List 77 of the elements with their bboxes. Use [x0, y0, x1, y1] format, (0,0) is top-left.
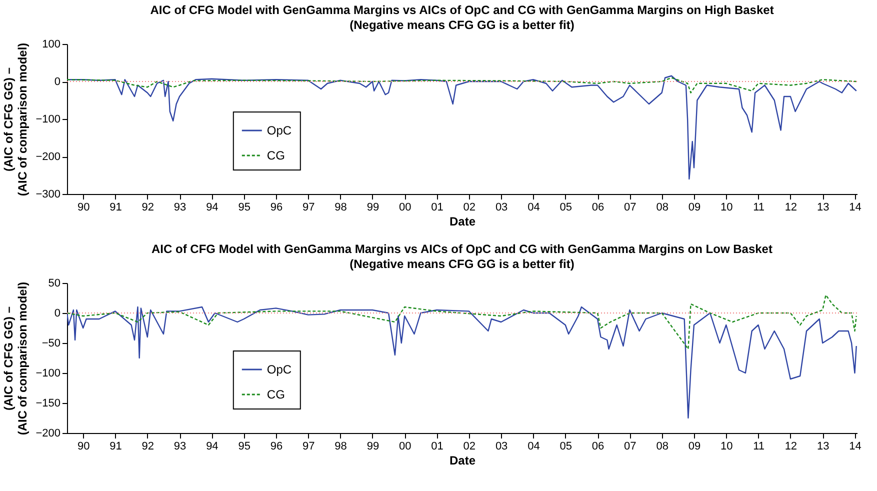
x-tick-label: 98: [334, 202, 347, 214]
x-tick-label: 93: [174, 440, 186, 452]
chart-title: AIC of CFG Model with GenGamma Margins vs AICs of OpC and CG with GenGamma Margins on High Basket: [150, 3, 774, 17]
x-tick-label: 04: [528, 202, 540, 214]
x-tick-label: 05: [560, 202, 572, 214]
x-tick-label: 95: [238, 202, 250, 214]
x-tick-label: 12: [784, 202, 798, 214]
x-tick-label: 01: [431, 202, 444, 214]
x-axis-title: Date: [449, 454, 476, 468]
x-tick-label: 08: [656, 440, 668, 452]
x-tick-label: 01: [431, 440, 444, 452]
y-tick-label: 100: [42, 38, 60, 50]
y-tick-label: −100: [36, 114, 60, 126]
x-tick-label: 91: [110, 440, 122, 452]
x-tick-label: 90: [77, 440, 90, 452]
y-tick-label: 0: [54, 308, 60, 320]
x-tick-label: 07: [624, 202, 636, 214]
x-tick-label: 00: [398, 202, 412, 214]
x-tick-label: 07: [624, 440, 636, 452]
x-tick-label: 97: [302, 440, 315, 452]
y-tick-label: 50: [48, 278, 60, 290]
x-tick-label: 91: [110, 202, 122, 214]
x-tick-label: 08: [656, 202, 668, 214]
x-tick-label: 94: [206, 440, 218, 452]
chart-title: AIC of CFG Model with GenGamma Margins vs AICs of OpC and CG with GenGamma Margins on Low Basket: [152, 242, 772, 256]
x-tick-label: 04: [528, 440, 540, 452]
y-tick-label: −50: [42, 338, 60, 350]
legend-label: OpC: [266, 362, 292, 376]
x-axis-title: Date: [449, 214, 476, 228]
y-tick-label: −300: [36, 188, 60, 200]
x-tick-label: 10: [720, 440, 733, 452]
x-tick-label: 90: [77, 202, 90, 214]
x-tick-label: 06: [592, 202, 604, 214]
x-tick-label: 02: [463, 440, 476, 452]
x-tick-label: 03: [495, 440, 508, 452]
x-tick-label: 13: [816, 202, 830, 214]
x-tick-label: 99: [366, 440, 380, 452]
x-tick-label: 92: [142, 202, 154, 214]
x-tick-label: 00: [398, 440, 412, 452]
x-tick-label: 09: [688, 440, 701, 452]
y-tick-label: −150: [36, 398, 60, 410]
chart-subtitle: (Negative means CFG GG is a better fit): [350, 18, 574, 32]
x-tick-label: 11: [753, 440, 764, 452]
x-tick-label: 99: [366, 202, 380, 214]
y-tick-label: −200: [36, 428, 60, 440]
x-tick-label: 96: [270, 440, 283, 452]
y-tick-label: 0: [54, 76, 60, 88]
x-tick-label: 94: [206, 202, 218, 214]
x-tick-label: 05: [560, 440, 572, 452]
y-axis-title: (AIC of CFG GG) – (AIC of comparison model): [2, 42, 30, 196]
x-tick-label: 98: [334, 440, 347, 452]
legend-label: CG: [266, 148, 285, 162]
line-series: [67, 294, 857, 350]
x-tick-label: 92: [142, 440, 154, 452]
x-tick-label: 14: [849, 202, 862, 214]
y-tick-label: −200: [36, 151, 60, 163]
chart-subtitle: (Negative means CFG GG is a better fit): [350, 257, 574, 271]
line-series: [67, 75, 857, 180]
x-tick-label: 03: [495, 202, 508, 214]
x-tick-label: 93: [174, 202, 186, 214]
x-tick-label: 02: [463, 202, 476, 214]
x-tick-label: 96: [270, 202, 283, 214]
x-tick-label: 09: [688, 202, 701, 214]
x-tick-label: 11: [753, 202, 764, 214]
x-tick-label: 14: [849, 440, 862, 452]
x-tick-label: 95: [238, 440, 250, 452]
x-tick-label: 06: [592, 440, 604, 452]
x-tick-label: 10: [720, 202, 733, 214]
legend-label: OpC: [266, 124, 292, 138]
x-tick-label: 13: [816, 440, 830, 452]
line-series: [67, 306, 857, 419]
legend-label: CG: [266, 388, 285, 402]
line-series: [67, 77, 857, 94]
y-tick-label: −100: [36, 368, 60, 380]
x-tick-label: 97: [302, 202, 315, 214]
y-axis-title: (AIC of CFG GG) – (AIC of comparison model): [2, 282, 30, 436]
x-tick-label: 12: [784, 440, 798, 452]
